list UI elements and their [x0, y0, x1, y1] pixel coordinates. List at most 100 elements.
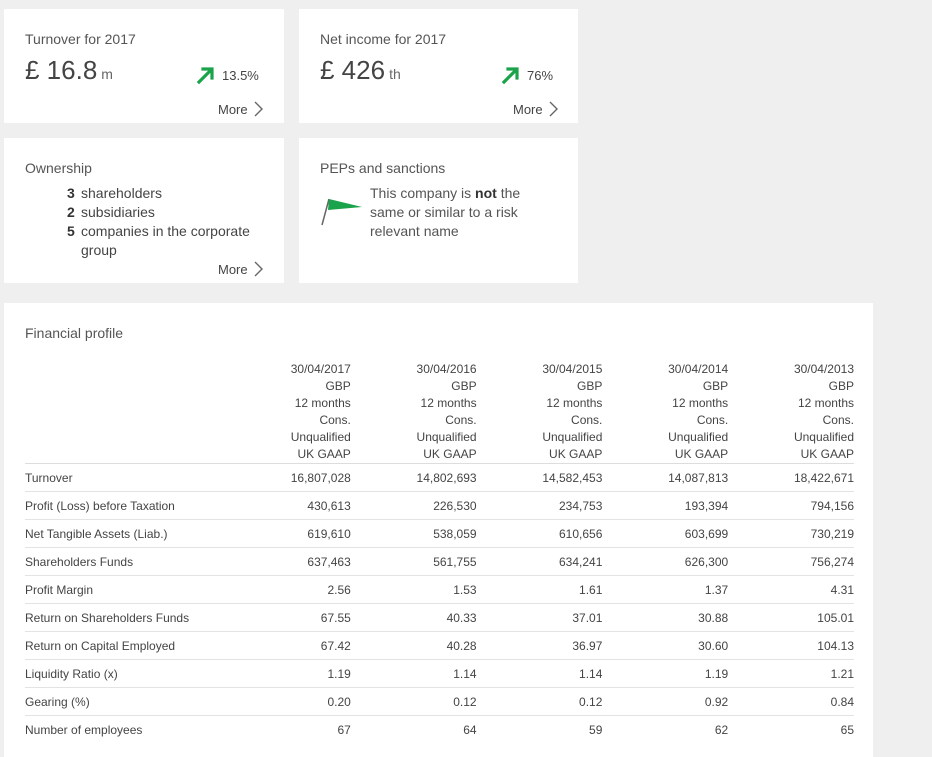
- cell-value: 37.01: [476, 603, 603, 632]
- cell-value: 30.60: [602, 631, 729, 660]
- table-row: Return on Shareholders Funds 67.55 40.33 37…: [25, 603, 854, 632]
- cell-value: 14,087,813: [602, 463, 729, 492]
- cell-value: 226,530: [350, 491, 477, 520]
- column-audit: Unqualified: [542, 430, 603, 444]
- trend-up-icon: [501, 67, 519, 85]
- cell-value: 2.56: [225, 575, 351, 604]
- ownership-more-link[interactable]: More: [218, 261, 263, 277]
- column-date: 30/04/2017: [290, 362, 351, 376]
- cell-value: 64: [463, 722, 477, 737]
- column-header: 30/04/2015 GBP 12 months Cons. Unqualifi…: [477, 361, 603, 464]
- cell-value: 0.12: [350, 687, 477, 716]
- cell-value: 62: [714, 722, 729, 737]
- peps-text-emphasis: not: [475, 185, 497, 201]
- ownership-item[interactable]: 2 subsidiaries: [67, 203, 272, 222]
- peps-text-part: This company is: [370, 185, 476, 201]
- ownership-title: Ownership: [25, 160, 92, 176]
- peps-title: PEPs and sanctions: [320, 160, 446, 176]
- cell-value: 67: [337, 722, 351, 737]
- financial-profile-title: Financial profile: [25, 325, 124, 341]
- column-period: 12 months: [294, 396, 351, 410]
- turnover-change: 13.5%: [222, 67, 259, 83]
- net-income-trend: 76%: [501, 65, 553, 85]
- column-standard: UK GAAP: [800, 447, 854, 461]
- cell-value: 16,807,028: [225, 463, 351, 492]
- ownership-label: companies in the corporate group: [81, 223, 250, 258]
- net-income-amount: £ 426: [320, 55, 386, 85]
- row-label: Gearing (%): [25, 687, 225, 716]
- column-type: Cons.: [696, 413, 729, 427]
- turnover-title: Turnover for 2017: [25, 31, 136, 47]
- table-row: Profit Margin 2.56 1.53 1.61 1.37 4.31: [25, 575, 854, 604]
- financial-profile-body: Turnover 16,807,028 14,802,693 14,582,453 14…: [25, 463, 854, 744]
- net-income-title: Net income for 2017: [320, 31, 447, 47]
- cell-value: 36.97: [476, 631, 603, 660]
- peps-text-part: the same or similar to a risk relevant n…: [370, 185, 521, 239]
- header-label-cell: [25, 361, 225, 464]
- column-audit: Unqualified: [793, 430, 854, 444]
- row-label: Turnover: [25, 463, 225, 492]
- ownership-item[interactable]: 3 shareholders: [67, 184, 272, 203]
- row-label: Shareholders Funds: [25, 547, 225, 576]
- turnover-amount: £ 16.8: [25, 55, 98, 85]
- column-currency: GBP: [828, 379, 854, 393]
- column-date: 30/04/2014: [668, 362, 729, 376]
- financial-profile-table: 30/04/2017 GBP 12 months Cons. Unqualifi…: [25, 361, 854, 743]
- row-label: Return on Shareholders Funds: [25, 603, 225, 632]
- net-income-more-link[interactable]: More: [513, 101, 558, 117]
- column-date: 30/04/2016: [416, 362, 477, 376]
- column-header: 30/04/2016 GBP 12 months Cons. Unqualifi…: [351, 361, 477, 464]
- table-row: Shareholders Funds 637,463 561,755 634,241 6…: [25, 547, 854, 576]
- trend-up-icon: [196, 67, 214, 85]
- ownership-list: 3 shareholders 2 subsidiaries 5 companies i…: [67, 184, 272, 260]
- cell-value: 30.88: [602, 603, 729, 632]
- ownership-count: 3: [67, 185, 75, 201]
- row-label: Number of employees: [25, 722, 143, 737]
- column-currency: GBP: [702, 379, 729, 393]
- cell-value: 14,802,693: [350, 463, 477, 492]
- table-header-row: 30/04/2017 GBP 12 months Cons. Unqualifi…: [25, 361, 854, 464]
- turnover-more-link[interactable]: More: [218, 101, 263, 117]
- cell-value: 4.31: [728, 575, 854, 604]
- ownership-count: 2: [67, 204, 75, 220]
- row-label: Profit (Loss) before Taxation: [25, 491, 225, 520]
- column-date: 30/04/2013: [793, 362, 854, 376]
- more-label: More: [513, 101, 543, 117]
- column-header: 30/04/2017 GBP 12 months Cons. Unqualifi…: [225, 361, 351, 464]
- ownership-label: shareholders: [81, 185, 162, 201]
- column-header: 30/04/2013 GBP 12 months Cons. Unqualifi…: [728, 361, 854, 464]
- cell-value: 730,219: [728, 519, 854, 548]
- cell-value: 610,656: [476, 519, 603, 548]
- cell-value: 18,422,671: [728, 463, 854, 492]
- column-period: 12 months: [420, 396, 477, 410]
- cell-value: 603,699: [602, 519, 729, 548]
- column-type: Cons.: [319, 413, 351, 427]
- financial-profile-panel: Financial profile 30/04/2017 GBP 12 mont…: [4, 303, 873, 757]
- cell-value: 67.55: [225, 603, 351, 632]
- ownership-count: 5: [67, 223, 75, 239]
- more-label: More: [218, 101, 248, 117]
- turnover-card: Turnover for 2017 £ 16.8 m 13.5% More: [4, 9, 284, 123]
- column-type: Cons.: [822, 413, 854, 427]
- net-income-change: 76%: [527, 67, 554, 83]
- cell-value: 0.20: [225, 687, 351, 716]
- more-label: More: [218, 261, 248, 277]
- table-row: Turnover 16,807,028 14,802,693 14,582,453 14…: [25, 463, 854, 492]
- peps-card: PEPs and sanctions This company is not t…: [299, 138, 578, 283]
- table-row: Net Tangible Assets (Liab.) 619,610 538,05…: [25, 519, 854, 548]
- cell-value: 14,582,453: [476, 463, 603, 492]
- cell-value: 538,059: [350, 519, 477, 548]
- table-row: Return on Capital Employed 67.42 40.28 36.9…: [25, 631, 854, 660]
- cell-value: 1.53: [350, 575, 477, 604]
- cell-value: 65: [840, 722, 854, 737]
- column-audit: Unqualified: [668, 430, 729, 444]
- cell-value: 0.84: [728, 687, 854, 716]
- cell-value: 1.19: [225, 659, 351, 688]
- ownership-item[interactable]: 5 companies in the corporate group: [67, 222, 272, 260]
- row-label: Liquidity Ratio (x): [25, 659, 225, 688]
- cell-value: 105.01: [728, 603, 854, 632]
- column-standard: UK GAAP: [423, 447, 477, 461]
